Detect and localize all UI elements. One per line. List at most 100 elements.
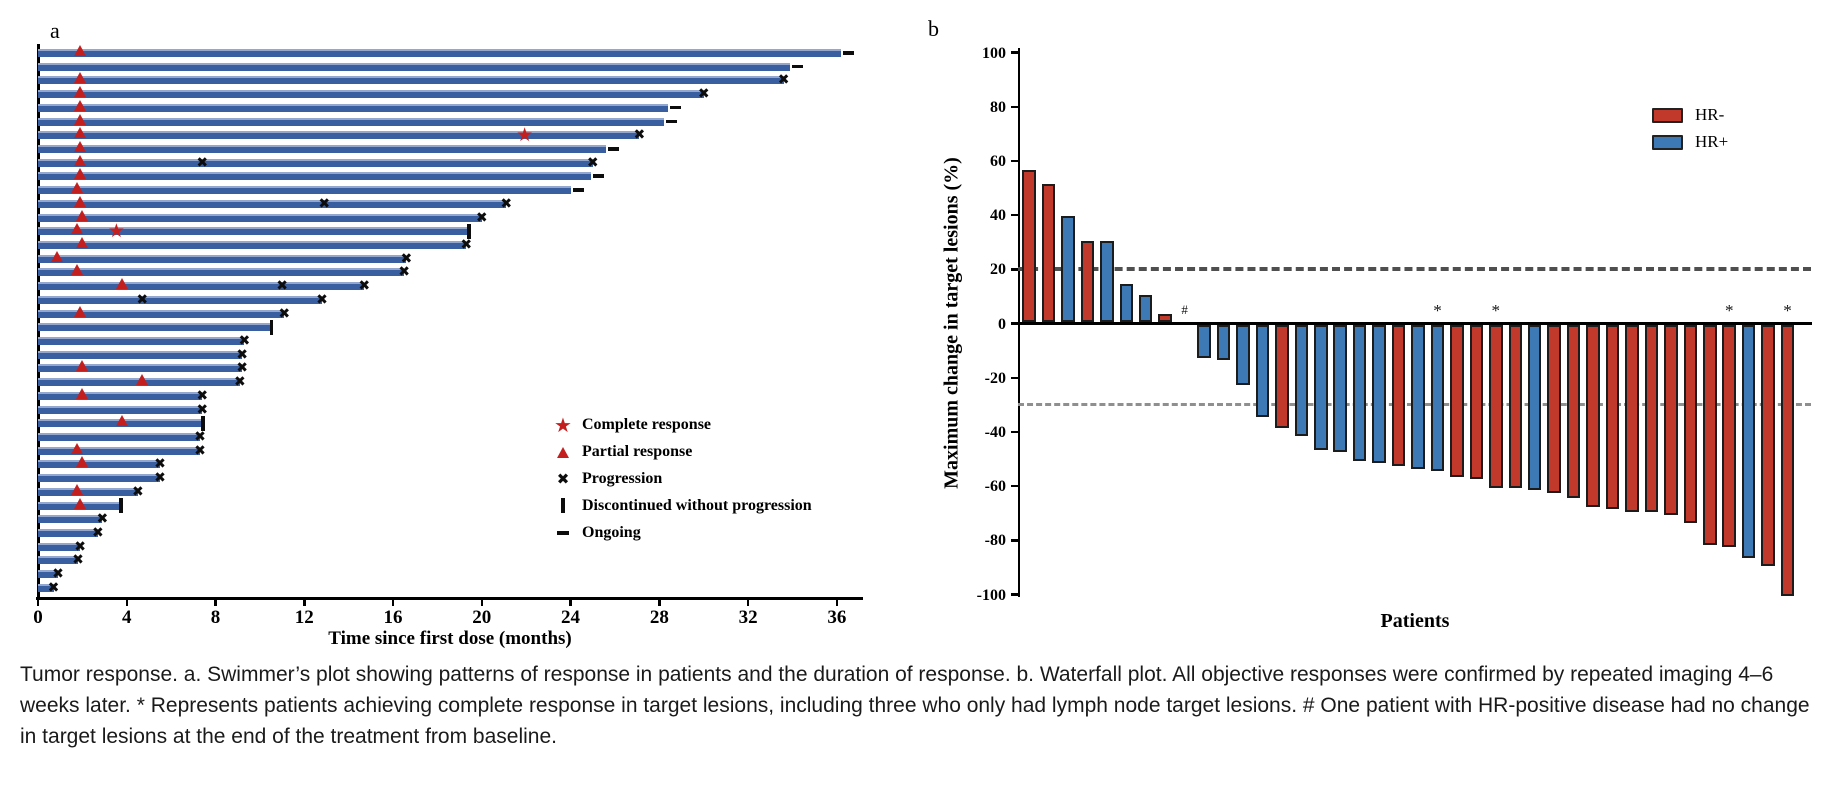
partial-response-marker	[73, 497, 86, 509]
waterfall-bar	[1314, 325, 1328, 450]
waterfall-bar	[1352, 325, 1367, 461]
panel-a-y-axis	[37, 44, 40, 599]
waterfall-bar	[1236, 325, 1250, 385]
tick-label: 80	[990, 98, 1006, 116]
ongoing-marker	[792, 64, 804, 69]
progression-marker: ✖	[194, 442, 206, 459]
axis-tick	[36, 598, 40, 606]
progression-marker: ✖	[74, 538, 87, 555]
panel-a-x-axis-title: Time since first dose (months)	[328, 628, 572, 649]
progression-marker: ✖	[318, 195, 331, 212]
tick-label: 0	[998, 315, 1006, 333]
tick-label: -40	[984, 423, 1006, 441]
progression-marker: ✖	[72, 552, 84, 569]
tick-label: -20	[984, 369, 1006, 387]
waterfall-bar	[1275, 325, 1289, 428]
partial-response-marker	[73, 305, 86, 317]
waterfall-bar	[1761, 325, 1775, 567]
axis-tick	[1011, 593, 1019, 596]
swimmer-bar	[38, 556, 78, 565]
legend-item-ongoing: Ongoing	[550, 519, 812, 546]
axis-tick	[1011, 539, 1019, 542]
legend-label: Partial response	[582, 443, 693, 461]
progression-marker: ✖	[278, 305, 291, 322]
swimmer-bar	[38, 433, 200, 442]
legend-label: HR+	[1695, 132, 1729, 151]
progression-marker: ✖	[238, 333, 251, 349]
panel-b-x-axis-title: Patients	[1380, 610, 1450, 632]
progression-marker: ✖	[460, 237, 473, 253]
swimmer-bar	[38, 460, 161, 469]
legend-item-hr-negative: HR-	[1652, 105, 1728, 124]
tick-label: 12	[294, 607, 314, 628]
progression-marker: ✖	[154, 470, 166, 487]
ongoing-marker	[670, 105, 682, 110]
waterfall-bar	[1547, 325, 1561, 494]
partial-response-marker	[75, 360, 88, 372]
complete-response-asterisk: *	[1433, 301, 1442, 320]
discontinued-marker	[201, 415, 205, 431]
partial-response-marker	[73, 45, 86, 56]
progression-marker: ✖	[500, 195, 513, 212]
waterfall-bar	[1333, 325, 1347, 453]
tick-label: -100	[976, 586, 1006, 604]
tick-label: 20	[472, 607, 492, 628]
swimmer-bar	[38, 405, 203, 414]
partial-response-marker	[73, 168, 86, 180]
no-change-hash: #	[1181, 302, 1188, 317]
swimmer-bar	[38, 487, 138, 496]
progression-marker: ✖	[475, 209, 488, 226]
partial-response-marker	[73, 99, 86, 111]
waterfall-bar	[1644, 325, 1659, 512]
progression-marker: ✖	[194, 429, 206, 446]
panel-b-y-axis-title: Maximum change in target lesions (%)	[940, 157, 963, 489]
swimmer-bar	[38, 295, 323, 304]
progression-marker: ✖	[633, 127, 646, 144]
swimmer-bar	[38, 350, 243, 359]
axis-tick	[1011, 322, 1019, 325]
axis-tick	[480, 598, 484, 606]
progression-marker: ✖	[52, 566, 64, 583]
complete-response-marker: ★	[516, 124, 534, 147]
waterfall-bar	[1080, 240, 1095, 322]
swimmer-bar	[38, 542, 81, 551]
tick-label: 16	[383, 607, 403, 628]
ongoing-marker	[608, 147, 620, 151]
progression-marker: ✖	[358, 278, 371, 295]
waterfall-bar	[1450, 325, 1464, 477]
reference-line	[1018, 267, 1811, 272]
partial-response-marker	[73, 86, 86, 98]
waterfall-bar	[1469, 325, 1484, 480]
progression-marker: ✖	[236, 360, 248, 377]
waterfall-bar	[1508, 325, 1522, 488]
tick-label: 40	[990, 207, 1006, 225]
discontinued-marker	[467, 223, 471, 239]
swimmer-bar	[38, 199, 507, 208]
partial-response-marker	[73, 141, 86, 152]
waterfall-bar	[1741, 325, 1756, 559]
progression-marker: ✖	[697, 86, 710, 103]
swimmer-bar	[38, 323, 271, 332]
swimmer-bar	[38, 391, 203, 400]
progression-marker: ✖	[47, 579, 60, 596]
swimmer-bar	[38, 474, 161, 483]
waterfall-bar	[1061, 216, 1075, 322]
axis-tick	[391, 598, 395, 606]
legend-item-discontinued: Discontinued without progression	[550, 492, 812, 519]
swimmer-bar	[38, 446, 200, 455]
waterfall-bar	[1216, 325, 1231, 361]
waterfall-bar	[1372, 325, 1386, 464]
progression-marker: ✖	[196, 401, 209, 418]
waterfall-bar	[1586, 325, 1600, 507]
progression-marker: ✖	[586, 154, 599, 171]
progression-marker: ✖	[276, 278, 288, 295]
complete-response-asterisk: *	[1783, 301, 1792, 320]
swimmer-bar	[38, 76, 784, 85]
axis-tick	[1011, 430, 1019, 434]
progression-marker: ✖	[131, 483, 144, 500]
swimmer-bar	[38, 254, 407, 263]
partial-response-marker	[71, 182, 84, 194]
partial-response-marker	[71, 264, 84, 276]
panel-b-label: b	[928, 16, 939, 41]
